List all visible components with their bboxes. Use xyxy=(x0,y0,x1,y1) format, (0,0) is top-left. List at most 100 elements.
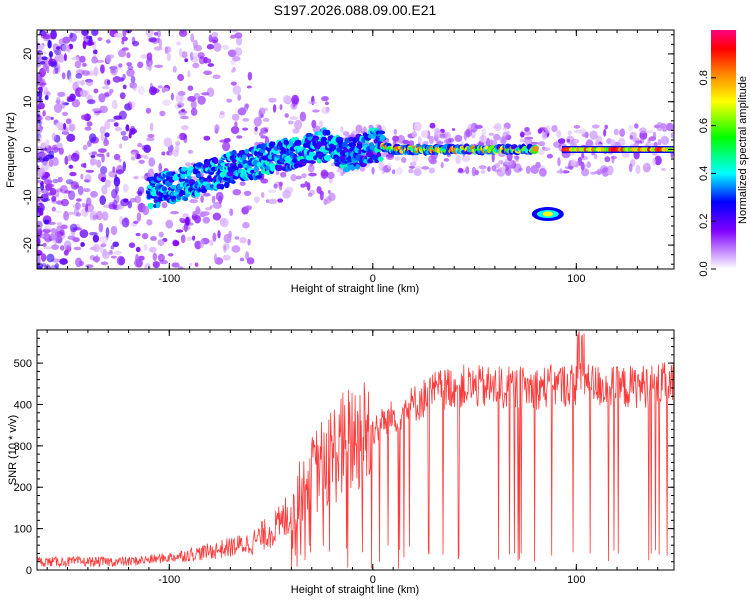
spectrogram-trace-mark xyxy=(355,164,361,170)
spectrogram-noise-speck xyxy=(316,186,322,194)
spectrogram-noise-speck xyxy=(132,84,137,92)
spectrogram-noise-speck xyxy=(110,225,118,236)
spectrogram-noise-speck xyxy=(280,171,287,178)
spectrogram-noise-speck xyxy=(152,252,157,262)
spectrogram-noise-speck xyxy=(159,110,166,117)
spectrogram-noise-speck xyxy=(243,190,252,196)
spectrogram-noise-speck xyxy=(91,151,98,155)
spectrogram-noise-speck xyxy=(120,130,127,136)
spectrogram-noise-speck xyxy=(181,125,189,131)
spectrogram-noise-speck xyxy=(371,167,375,175)
spectrogram-noise-speck xyxy=(539,168,547,177)
spectrogram-noise-speck xyxy=(63,53,67,62)
spectrogram-noise-speck xyxy=(113,32,123,38)
spectrogram-noise-speck xyxy=(142,205,150,216)
spectrogram-noise-speck xyxy=(201,92,210,96)
spectrogram-noise-speck xyxy=(300,183,306,188)
snr-y-tick-label: 0 xyxy=(26,565,32,577)
spectrogram-blob-core xyxy=(542,211,553,217)
spectrogram-noise-speck xyxy=(192,62,200,69)
spectrogram-noise-speck xyxy=(130,75,136,83)
spectrogram-noise-speck xyxy=(69,75,72,84)
spectrogram-noise-speck xyxy=(90,154,96,159)
spectrogram-noise-speck xyxy=(86,99,96,105)
spectrogram-trace-mark xyxy=(161,186,168,192)
spectrogram-noise-speck xyxy=(628,124,633,132)
spectrogram-noise-speck xyxy=(180,115,189,120)
spectrogram-noise-speck xyxy=(120,198,129,207)
spectrogram-noise-speck xyxy=(89,246,98,251)
spectrogram-noise-speck xyxy=(535,161,541,169)
spectrogram-noise-speck xyxy=(103,139,109,147)
spectrogram-noise-speck xyxy=(659,123,667,129)
spectrogram-noise-speck xyxy=(306,182,311,191)
spectrogram-noise-speck xyxy=(126,62,133,67)
spectrogram-noise-speck xyxy=(127,101,132,109)
spectrogram-trace-mark xyxy=(309,160,316,164)
spectrogram-noise-speck xyxy=(68,190,76,201)
spectrogram-noise-speck xyxy=(262,117,270,122)
spectrogram-noise-speck xyxy=(147,133,155,138)
spectrogram-noise-speck xyxy=(71,99,81,108)
snr-frame xyxy=(36,329,675,571)
spectrogram-noise-speck xyxy=(85,264,94,268)
spectrogram-noise-speck xyxy=(176,135,181,140)
spectrogram-noise-speck xyxy=(319,120,323,128)
spectrogram-noise-speck xyxy=(147,168,155,179)
spectrogram-noise-speck xyxy=(175,229,184,233)
spectrogram-noise-speck xyxy=(662,128,667,132)
spectrogram-noise-speck xyxy=(336,169,344,173)
spectrogram-noise-speck xyxy=(134,258,143,268)
spectrogram-noise-speck xyxy=(567,130,572,136)
spectrogram-noise-speck xyxy=(103,204,110,208)
spectrogram-noise-speck xyxy=(107,118,116,122)
spectrogram-noise-speck xyxy=(60,245,65,251)
spectrogram-noise-speck xyxy=(194,214,201,224)
spectrogram-noise-speck xyxy=(470,122,478,133)
spectrogram-noise-speck xyxy=(89,255,96,261)
spectrogram-noise-speck xyxy=(179,47,183,58)
spectrogram-noise-speck xyxy=(57,176,63,183)
spectrogram-noise-speck xyxy=(50,30,57,40)
spectrogram-trace-mark xyxy=(155,201,161,209)
spectrogram-noise-speck xyxy=(91,30,99,36)
spectrogram-noise-speck xyxy=(451,128,456,131)
spectrogram-noise-speck xyxy=(109,88,114,94)
spectrogram-noise-speck xyxy=(273,183,278,189)
spectrogram-noise-speck xyxy=(579,155,589,161)
spectrogram-noise-speck xyxy=(192,235,196,241)
spectrogram-noise-speck xyxy=(170,92,174,101)
spectrogram-noise-speck xyxy=(204,207,212,211)
snr-y-tick-label: 100 xyxy=(14,524,32,536)
spectrogram-noise-speck xyxy=(37,255,41,265)
spectrogram-noise-speck xyxy=(301,173,307,179)
spectrogram-trace-mark xyxy=(241,154,247,160)
spectrogram-noise-speck xyxy=(82,40,87,50)
spectrogram-noise-speck xyxy=(167,253,174,257)
spectrogram-noise-speck xyxy=(247,71,253,81)
spectrogram-noise-speck xyxy=(84,203,89,213)
spectrogram-noise-speck xyxy=(67,96,75,103)
spectrogram-noise-speck xyxy=(289,116,298,120)
spectrogram-noise-speck xyxy=(44,139,50,149)
spectrogram-noise-speck xyxy=(126,52,131,59)
spectrogram-noise-speck xyxy=(50,264,56,269)
spectrogram-noise-speck xyxy=(229,208,234,216)
spectrogram-noise-speck xyxy=(121,217,130,228)
spectrogram-noise-speck xyxy=(518,167,523,172)
spectrogram-noise-speck xyxy=(106,79,111,85)
spectrogram-noise-speck xyxy=(84,126,92,131)
spectrogram-noise-speck xyxy=(177,266,184,269)
spectrogram-noise-speck xyxy=(197,95,206,105)
spectrogram-noise-speck xyxy=(253,130,259,135)
spectrogram-noise-speck xyxy=(188,150,192,154)
spectrogram-noise-speck xyxy=(81,202,86,208)
spectrogram-noise-speck xyxy=(617,137,626,148)
spectrogram-trace-mark xyxy=(238,150,246,155)
spectrogram-trace-mark xyxy=(162,191,168,196)
spectrogram-noise-speck xyxy=(439,133,446,139)
spectrogram-noise-speck xyxy=(45,183,55,188)
spectrogram-noise-speck xyxy=(79,89,88,98)
spectrogram-noise-speck xyxy=(541,131,548,140)
spectrogram-noise-speck xyxy=(206,43,214,50)
